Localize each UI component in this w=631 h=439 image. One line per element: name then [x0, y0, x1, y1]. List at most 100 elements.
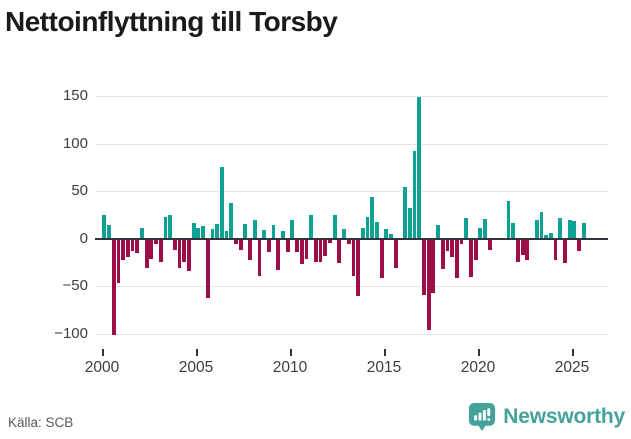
- bar-2009Q1: [271, 225, 276, 240]
- x-axis-label: 2015: [366, 359, 402, 376]
- bar-2002Q4: [154, 238, 158, 245]
- bar-2002Q2: [144, 238, 149, 269]
- bar-2001Q2: [125, 238, 130, 257]
- bar-2003Q4: [172, 238, 177, 251]
- x-axis-tick: [384, 349, 386, 356]
- bar-2000Q2: [107, 225, 111, 240]
- y-axis-label: 50: [71, 182, 88, 200]
- bar-2025Q3: [581, 223, 586, 240]
- bar-2007Q4: [248, 238, 252, 260]
- bar-2019Q3: [469, 238, 473, 277]
- bar-2006Q2: [219, 167, 224, 240]
- bar-2005Q1: [196, 228, 201, 240]
- bar-2022Q2: [520, 238, 525, 255]
- bar-2003Q2: [163, 216, 168, 240]
- bar-2000Q1: [102, 214, 107, 240]
- bar-2005Q2: [201, 226, 205, 240]
- bar-2020Q1: [478, 228, 483, 240]
- bar-2015Q2: [389, 233, 393, 240]
- bar-2013Q3: [356, 238, 361, 296]
- x-axis-label: 2005: [178, 359, 214, 376]
- bar-2013Q1: [346, 238, 351, 245]
- bar-2024Q2: [558, 217, 563, 240]
- bar-2020Q3: [487, 238, 492, 251]
- bar-2011Q2: [313, 238, 318, 262]
- x-axis-tick: [290, 349, 292, 356]
- bar-2021Q3: [506, 200, 511, 240]
- bar-2024Q3: [563, 238, 567, 264]
- bar-2025Q2: [577, 238, 581, 252]
- bar-2023Q2: [539, 212, 544, 240]
- bar-2002Q1: [140, 228, 144, 240]
- x-axis-tick: [102, 349, 104, 356]
- bar-2018Q1: [440, 238, 445, 270]
- bar-2009Q2: [276, 238, 281, 271]
- bar-2017Q3: [431, 238, 436, 293]
- bar-2002Q3: [149, 238, 154, 259]
- x-axis-tick: [196, 349, 198, 356]
- bar-2017Q4: [436, 225, 440, 240]
- bar-2007Q1: [234, 238, 238, 245]
- bar-2011Q4: [323, 238, 328, 256]
- bar-2012Q4: [342, 229, 346, 240]
- bar-2023Q3: [544, 234, 549, 240]
- bar-2012Q1: [328, 238, 332, 243]
- bar-2011Q3: [318, 238, 323, 262]
- y-axis-label: −50: [62, 277, 88, 295]
- y-axis-label: −100: [54, 324, 88, 342]
- zero-axis-line: [95, 237, 608, 240]
- bar-2008Q2: [257, 238, 262, 276]
- bar-2008Q1: [252, 219, 257, 240]
- newsworthy-logo-label: Newsworthy: [503, 405, 625, 428]
- bar-2010Q4: [304, 238, 309, 259]
- bar-2013Q2: [351, 238, 356, 276]
- bar-2012Q2: [332, 214, 337, 240]
- x-axis-tick: [478, 349, 480, 356]
- gridline--50: [95, 286, 608, 288]
- bar-2001Q4: [135, 238, 140, 253]
- bar-2004Q2: [182, 238, 187, 262]
- bar-2023Q4: [548, 232, 553, 240]
- bar-2006Q4: [229, 202, 234, 240]
- bar-2007Q3: [243, 224, 248, 240]
- y-axis-label: 0: [79, 229, 88, 247]
- bar-2005Q3: [205, 238, 210, 298]
- bar-2019Q2: [464, 217, 469, 240]
- newsworthy-logo: Newsworthy: [468, 401, 625, 433]
- bar-2017Q1: [422, 238, 426, 295]
- bar-2013Q4: [360, 228, 365, 240]
- chart-title: Nettoinflyttning till Torsby: [5, 6, 338, 37]
- x-axis-tick: [572, 349, 574, 356]
- bar-2016Q1: [403, 187, 408, 240]
- bar-2024Q4: [567, 219, 572, 240]
- gridline-100: [95, 143, 608, 145]
- bar-2024Q1: [553, 238, 558, 260]
- bar-2018Q2: [445, 238, 450, 252]
- bar-2018Q4: [454, 238, 459, 278]
- bar-2014Q1: [365, 216, 370, 240]
- bar-2009Q3: [281, 231, 285, 240]
- bar-2015Q3: [393, 238, 398, 269]
- x-axis-label: 2020: [460, 359, 496, 376]
- x-axis-label: 2000: [84, 359, 120, 376]
- gridline-150: [95, 95, 608, 97]
- source-label: Källa: SCB: [8, 415, 74, 430]
- bar-2009Q4: [285, 238, 290, 253]
- bar-2005Q4: [210, 229, 215, 240]
- bar-2007Q2: [238, 238, 243, 251]
- bar-2015Q1: [384, 229, 389, 240]
- bar-2014Q3: [375, 221, 379, 240]
- bar-2000Q4: [116, 238, 121, 284]
- bar-2001Q3: [130, 238, 135, 252]
- bar-2023Q1: [534, 219, 539, 240]
- bar-2014Q4: [379, 238, 384, 278]
- bar-2004Q4: [191, 223, 196, 240]
- bar-2022Q3: [525, 238, 530, 260]
- bar-2006Q3: [224, 231, 229, 240]
- x-axis-label: 2010: [272, 359, 308, 376]
- x-axis-label: 2025: [554, 359, 590, 376]
- bar-2006Q1: [215, 224, 220, 240]
- bar-2018Q3: [450, 238, 455, 257]
- bar-2021Q4: [511, 222, 516, 240]
